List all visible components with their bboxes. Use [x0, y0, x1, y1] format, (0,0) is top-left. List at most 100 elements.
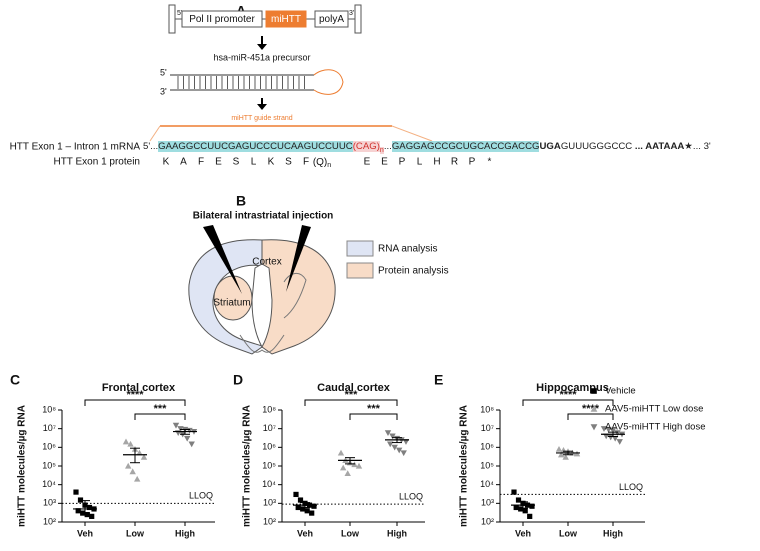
- x-tick-label: Low: [126, 528, 145, 538]
- legend-label: Vehicle: [605, 386, 636, 397]
- brain-section: [188, 239, 336, 355]
- significance-bracket: [304, 399, 398, 406]
- data-point: [295, 504, 301, 511]
- significance-bracket: [134, 413, 186, 420]
- significance-label: ****: [126, 389, 144, 401]
- legend-label: AAV5-miHTT Low dose: [605, 404, 703, 415]
- x-tick-label: Veh: [297, 528, 313, 538]
- midline: [251, 263, 273, 349]
- data-point: [300, 506, 306, 512]
- residue: P: [399, 157, 406, 168]
- data-point: [511, 489, 517, 495]
- data-point: [84, 511, 90, 518]
- y-tick-label: 10⁶: [262, 442, 276, 452]
- sequence-part: AATAAA: [645, 141, 685, 152]
- lloq-label: LLOQ: [399, 492, 423, 502]
- sequence-part: n: [379, 146, 384, 154]
- promoter-label: Pol II promoter: [189, 14, 255, 25]
- three-prime: 3': [160, 86, 167, 96]
- lloq-label: LLOQ: [619, 482, 643, 492]
- data-point: [562, 453, 569, 460]
- data-point: [518, 506, 524, 512]
- region-label: Cortex: [252, 257, 281, 268]
- data-point: [186, 427, 193, 434]
- three-prime: 3': [349, 10, 354, 17]
- chart-title: Caudal cortex: [317, 382, 391, 394]
- x-tick-label: High: [175, 528, 195, 538]
- data-point: [311, 503, 317, 509]
- residue: E: [381, 157, 388, 168]
- data-point: [387, 441, 394, 448]
- data-point: [400, 450, 407, 457]
- data-point: [309, 510, 315, 516]
- sequence-part: ★: [684, 141, 693, 152]
- data-point: [590, 405, 598, 412]
- protein-label: HTT Exon 1 protein: [53, 157, 140, 168]
- data-point: [515, 497, 522, 503]
- polyq: (Q): [313, 157, 327, 168]
- data-point: [609, 427, 617, 434]
- guide-link: [391, 125, 433, 142]
- data-point: [136, 449, 143, 456]
- significance-label: ***: [367, 403, 381, 415]
- data-point: [172, 422, 180, 429]
- residue: L: [417, 157, 423, 168]
- residue: F: [198, 157, 204, 168]
- insert-label: miHTT: [271, 14, 301, 25]
- construct-end: [168, 4, 176, 34]
- residue: K: [163, 157, 170, 168]
- data-point: [558, 451, 565, 458]
- y-tick-label: 10³: [43, 498, 56, 508]
- hairpin: [170, 69, 344, 95]
- promoter-box: [181, 10, 263, 28]
- guide-link: [149, 125, 161, 142]
- significance-bracket: [349, 413, 398, 420]
- significance-bracket: [567, 413, 614, 420]
- data-point: [396, 447, 403, 454]
- significance-label: ****: [559, 389, 577, 401]
- arrow-head: [257, 104, 267, 110]
- data-point: [529, 503, 535, 509]
- guide-strand-label: miHTT guide strand: [231, 115, 292, 122]
- panel-letter: B: [236, 193, 246, 209]
- lloq-label: LLOQ: [189, 491, 213, 501]
- legend-label: RNA analysis: [378, 244, 437, 255]
- data-point: [391, 444, 398, 451]
- significance-label: ****: [582, 403, 600, 415]
- x-tick-label: High: [603, 528, 623, 538]
- significance-label: ***: [154, 403, 168, 415]
- mrna-label: HTT Exon 1 – Intron 1 mRNA: [10, 142, 141, 153]
- residue: (Q)n: [313, 157, 331, 169]
- data-point: [513, 504, 519, 511]
- data-point: [140, 453, 148, 460]
- panel-letter: D: [233, 372, 243, 388]
- y-tick-label: 10⁶: [480, 442, 494, 452]
- data-point: [134, 475, 141, 482]
- data-point: [122, 438, 130, 445]
- data-point: [402, 439, 410, 445]
- data-point: [129, 468, 136, 475]
- y-tick-label: 10³: [481, 498, 494, 508]
- sequence-part: GAGGAGCCGCUGCACCGACCG: [391, 141, 540, 152]
- chart-title: Hippocampus: [536, 382, 609, 394]
- residue: S: [285, 157, 292, 168]
- residue: H: [433, 157, 440, 168]
- y-tick-label: 10⁸: [480, 404, 494, 414]
- data-point: [337, 449, 345, 456]
- right-hemisphere: [261, 239, 336, 355]
- polya-box: [314, 10, 349, 28]
- y-tick-label: 10²: [43, 516, 56, 526]
- data-point: [75, 508, 81, 514]
- data-point: [73, 489, 79, 495]
- data-point: [527, 513, 533, 519]
- data-point: [600, 426, 608, 432]
- residue: K: [268, 157, 275, 168]
- legend-label: AAV5-miHTT High dose: [605, 422, 706, 433]
- y-axis-label: miHTT molecules/µg RNA: [459, 405, 470, 527]
- polya-label: polyA: [319, 14, 344, 25]
- data-point: [293, 491, 299, 498]
- x-tick-label: Low: [559, 528, 578, 538]
- data-point: [304, 508, 310, 514]
- y-axis-label: miHTT molecules/µg RNA: [242, 405, 253, 527]
